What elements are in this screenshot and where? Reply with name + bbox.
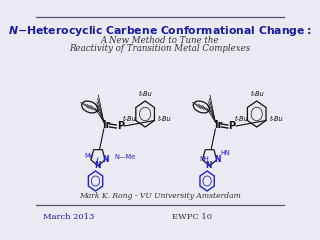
Text: t-Bu: t-Bu — [139, 91, 153, 97]
Text: t-Bu: t-Bu — [251, 91, 264, 97]
Text: P: P — [117, 121, 124, 131]
Text: Me: Me — [84, 153, 94, 159]
Text: Mark K. Rong - VU University Amsterdam: Mark K. Rong - VU University Amsterdam — [79, 192, 241, 200]
Text: HN: HN — [221, 150, 230, 156]
Text: A New Method to Tune the: A New Method to Tune the — [101, 36, 219, 45]
Text: P: P — [228, 121, 236, 131]
Text: N—Me: N—Me — [114, 154, 135, 160]
Text: March 2013: March 2013 — [43, 213, 94, 221]
Text: EWPC 10: EWPC 10 — [172, 213, 212, 221]
Text: N: N — [214, 155, 221, 164]
Text: Ir: Ir — [214, 120, 222, 130]
Text: $\bfit{N}$$\bf{-Heterocyclic\ Carbene\ Conformational\ Change:}$: $\bfit{N}$$\bf{-Heterocyclic\ Carbene\ C… — [8, 24, 312, 38]
Text: N: N — [205, 162, 212, 170]
Text: t-Bu: t-Bu — [234, 116, 248, 122]
Text: t-Bu: t-Bu — [157, 116, 171, 122]
Text: N: N — [94, 162, 100, 170]
Text: t-Bu: t-Bu — [269, 116, 283, 122]
Text: N: N — [103, 155, 109, 164]
Text: Reactivity of Transition Metal Complexes: Reactivity of Transition Metal Complexes — [69, 44, 251, 53]
Text: t-Bu: t-Bu — [123, 116, 137, 122]
Text: NH: NH — [200, 156, 209, 162]
Text: Ir: Ir — [102, 120, 110, 130]
